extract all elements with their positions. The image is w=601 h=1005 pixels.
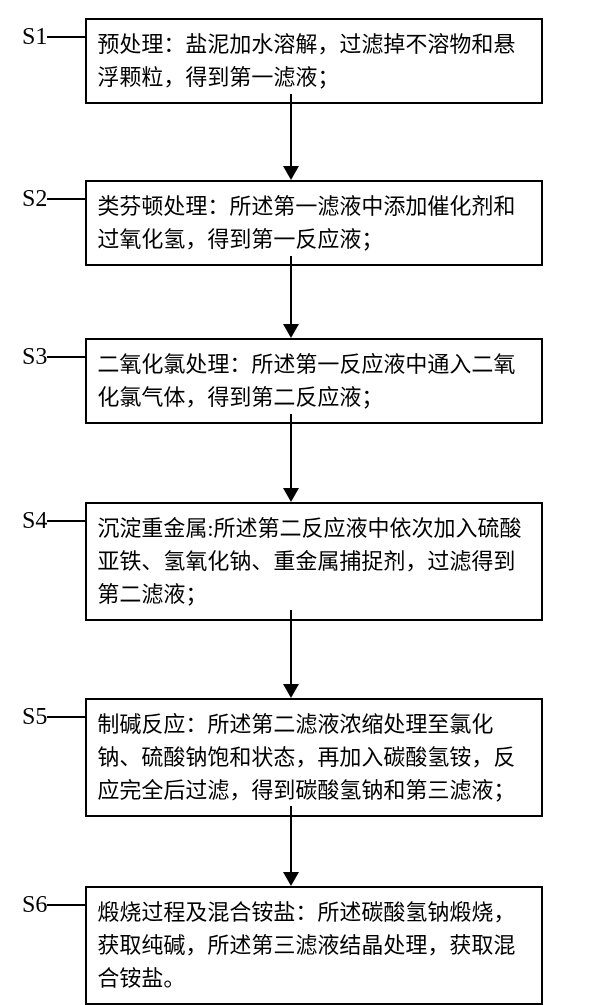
step-row-s4: S4 沉淀重金属:所述第二反应液中依次加入硫酸亚铁、氢氧化钠、重金属捕捉剂，过滤得… [22,502,543,621]
arrow-shaft [290,610,292,684]
arrow-1 [0,94,601,180]
arrow-shaft [290,256,292,324]
step-label-s6: S6 [22,886,47,919]
step-connector [47,904,85,906]
arrow-3 [0,414,601,502]
arrow-5 [0,806,601,886]
arrow-head-icon [283,684,299,698]
step-label-s3: S3 [22,338,47,371]
arrow-head-icon [283,166,299,180]
step-row-s1: S1 预处理：盐泥加水溶解，过滤掉不溶物和悬浮颗粒，得到第一滤液； [22,18,543,104]
step-row-s2: S2 类芬顿处理：所述第一滤液中添加催化剂和过氧化氢，得到第一反应液； [22,180,543,266]
step-box-s4: 沉淀重金属:所述第二反应液中依次加入硫酸亚铁、氢氧化钠、重金属捕捉剂，过滤得到第… [85,502,543,621]
step-connector [47,36,85,38]
step-label-s4: S4 [22,502,47,535]
arrow-head-icon [283,872,299,886]
step-row-s3: S3 二氧化氯处理：所述第一反应液中通入二氧化氯气体，得到第二反应液； [22,338,543,424]
arrow-head-icon [283,324,299,338]
step-box-s6: 煅烧过程及混合铵盐：所述碳酸氢钠煅烧，获取纯碱，所述第三滤液结晶处理，获取混合铵… [85,886,543,1005]
arrow-2 [0,256,601,338]
flowchart-container: S1 预处理：盐泥加水溶解，过滤掉不溶物和悬浮颗粒，得到第一滤液； S2 类芬顿处理：… [0,0,601,1000]
step-box-s1: 预处理：盐泥加水溶解，过滤掉不溶物和悬浮颗粒，得到第一滤液； [85,18,543,104]
step-label-s5: S5 [22,698,47,731]
step-label-s1: S1 [22,18,47,51]
step-connector [47,198,85,200]
step-connector [47,716,85,718]
step-box-s2: 类芬顿处理：所述第一滤液中添加催化剂和过氧化氢，得到第一反应液； [85,180,543,266]
step-label-s2: S2 [22,180,47,213]
arrow-head-icon [283,488,299,502]
step-box-s3: 二氧化氯处理：所述第一反应液中通入二氧化氯气体，得到第二反应液； [85,338,543,424]
arrow-shaft [290,414,292,488]
step-row-s6: S6 煅烧过程及混合铵盐：所述碳酸氢钠煅烧，获取纯碱，所述第三滤液结晶处理，获取混… [22,886,543,1005]
step-box-s5: 制碱反应：所述第二滤液浓缩处理至氯化钠、硫酸钠饱和状态，再加入碳酸氢铵，反应完全… [85,698,543,817]
step-connector [47,356,85,358]
arrow-shaft [290,94,292,166]
arrow-4 [0,610,601,698]
step-connector [47,520,85,522]
step-row-s5: S5 制碱反应：所述第二滤液浓缩处理至氯化钠、硫酸钠饱和状态，再加入碳酸氢铵，反应… [22,698,543,817]
